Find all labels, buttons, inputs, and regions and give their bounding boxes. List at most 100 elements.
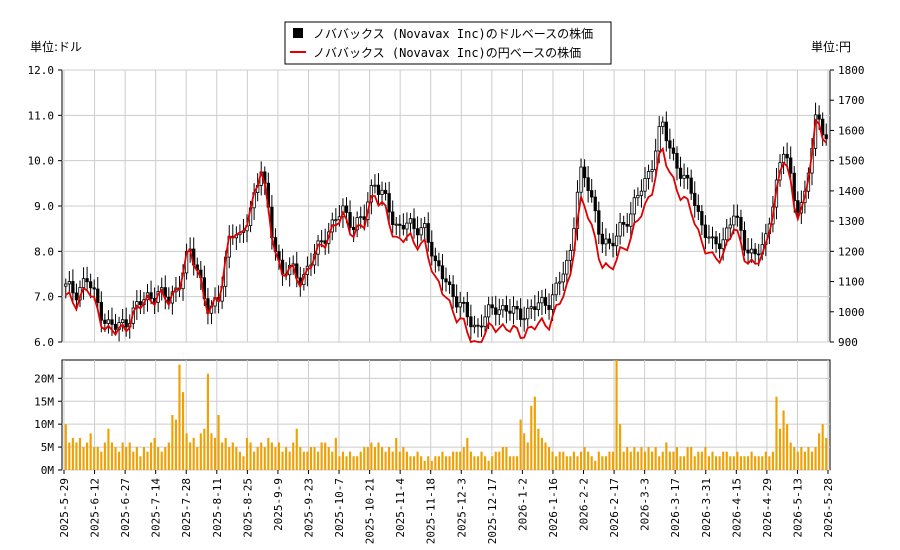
y-left-tick-label: 12.0	[28, 64, 55, 77]
volume-bar	[626, 447, 629, 470]
candle-body	[71, 281, 75, 294]
volume-bar	[441, 451, 444, 470]
volume-bar	[651, 451, 654, 470]
volume-bar	[516, 456, 519, 470]
candle-body	[618, 222, 622, 237]
volume-bar	[238, 451, 241, 470]
volume-bar	[427, 456, 430, 470]
candle-body	[74, 292, 79, 301]
volume-bar	[711, 451, 714, 470]
y-volume-tick-label: 5M	[41, 441, 55, 454]
volume-bar	[739, 456, 743, 470]
candle-body	[678, 167, 683, 179]
candle-body	[508, 310, 512, 314]
candle-body	[685, 174, 690, 179]
volume-bar	[260, 442, 263, 470]
volume-bar	[572, 451, 575, 470]
candle-body	[96, 288, 100, 303]
volume-bar	[185, 433, 188, 470]
candle-body	[824, 134, 828, 140]
candle-body	[536, 302, 541, 311]
candle-body	[625, 223, 629, 227]
volume-bar	[420, 456, 423, 470]
y-volume-tick-label: 0M	[41, 464, 55, 477]
candle-body	[444, 278, 448, 283]
candle-body	[550, 294, 555, 310]
candle-body	[540, 297, 544, 304]
volume-bar	[476, 456, 480, 470]
volume-bar	[75, 442, 78, 470]
candle-body	[721, 239, 725, 250]
volume-bar	[558, 451, 561, 470]
axes: 2025-5-29 2025-6-12 2025-6-27 2025-7-14 2025…	[28, 64, 865, 544]
volume-bar	[274, 447, 277, 470]
candle-body	[554, 282, 558, 296]
volume-bar	[317, 451, 320, 470]
volume-bar	[331, 451, 334, 470]
volume-bar	[579, 451, 583, 470]
volume-bar	[810, 451, 814, 470]
volume-bar	[149, 442, 153, 470]
volume-bar	[501, 447, 504, 470]
x-tick-label: 2026-4-15	[730, 478, 743, 538]
volume-bar	[217, 415, 220, 470]
volume-bar	[434, 456, 437, 470]
y-left-tick-label: 9.0	[34, 200, 54, 213]
candle-body	[668, 140, 672, 149]
candle-body	[735, 215, 740, 218]
candle-body	[646, 171, 651, 179]
volume-bar	[253, 451, 256, 470]
volume-bar	[690, 447, 693, 470]
volume-bar	[263, 447, 266, 470]
candle-body	[654, 150, 658, 170]
candle-body	[522, 318, 526, 321]
candle-body	[426, 223, 430, 243]
volume-bar	[498, 451, 501, 470]
volume-bar	[768, 456, 771, 470]
candle-body	[757, 253, 761, 256]
volume-bar	[604, 456, 607, 470]
volume-bar	[757, 456, 760, 470]
volume-bar	[576, 456, 579, 470]
volume-bar	[114, 447, 117, 470]
volume-bar	[672, 451, 675, 470]
volume-bar	[452, 451, 455, 470]
candle-body	[437, 260, 441, 267]
volume-bar	[338, 456, 341, 470]
candle-body	[376, 184, 381, 195]
candle-body	[725, 227, 729, 241]
x-tick-label: 2026-4-29	[761, 478, 774, 538]
volume-bar	[334, 437, 337, 470]
volume-bar	[526, 442, 529, 470]
volume-bar	[555, 456, 558, 470]
candle-body	[430, 241, 434, 257]
volume-bar	[71, 437, 74, 470]
volume-bar	[302, 451, 305, 470]
x-tick-label: 2025-7-28	[180, 478, 193, 538]
volume-bar	[789, 442, 792, 470]
candle-body	[785, 153, 789, 159]
volume-bar	[700, 451, 703, 470]
candle-body	[792, 172, 796, 202]
x-tick-label: 2026-5-13	[791, 478, 804, 538]
volume-bar	[512, 456, 515, 470]
y-right-tick-label: 1600	[838, 124, 865, 137]
volume-bar	[107, 428, 110, 470]
volume-bar	[306, 451, 309, 470]
volume-bar	[366, 447, 369, 470]
candle-body	[661, 121, 665, 127]
volume-bar	[491, 456, 494, 470]
volume-bar	[256, 447, 259, 470]
volume-bar	[309, 447, 313, 470]
volume-bar	[775, 396, 778, 470]
candle-body	[455, 296, 459, 308]
right-unit-label: 単位:円	[811, 39, 851, 54]
y-volume-tick-label: 15M	[34, 395, 54, 408]
candle-body	[362, 216, 366, 220]
volume-bar	[171, 415, 174, 470]
candle-body	[479, 325, 484, 328]
volume-bar	[743, 456, 746, 470]
candle-body	[710, 236, 715, 239]
volume-bar	[437, 456, 440, 470]
volume-bar	[665, 442, 668, 470]
